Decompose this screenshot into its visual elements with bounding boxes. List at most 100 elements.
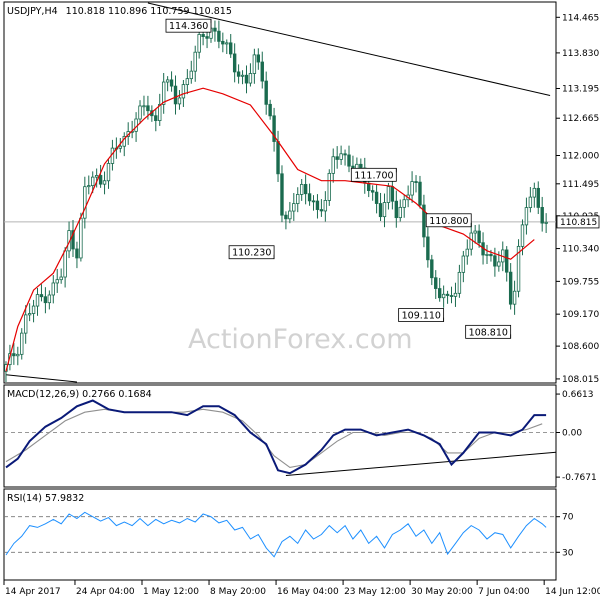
candle [374,184,379,214]
candle [161,72,166,114]
rsi-tick-label: 70 [562,513,574,523]
rsi-axis: 70 30 [4,513,574,558]
candle [524,197,529,235]
candle [252,48,257,84]
candle [394,190,399,228]
price-annotation: 108.810 [465,324,512,339]
candle [473,224,477,244]
candle [323,191,328,222]
candle [528,187,533,213]
price-annotation: 110.800 [425,213,472,228]
annotation-label: 110.230 [232,248,271,259]
candle [39,284,44,302]
candle [347,145,351,173]
rsi-panel [3,488,557,581]
candle [485,244,489,265]
candle [193,45,197,82]
candle [508,263,513,310]
candle [299,179,304,201]
candle [532,182,537,208]
candle [165,76,170,92]
candle [426,227,430,268]
candle [461,250,466,283]
annotation-label: 111.700 [354,170,393,181]
candle [505,246,509,282]
candle [23,305,28,344]
candle [457,264,462,298]
price-tick-label: 114.465 [562,13,599,23]
symbol-label: USDJPY,H4 [7,6,58,17]
candle [536,181,540,215]
candle [402,195,406,218]
macd-axis: 0.6613 0.00 -0.7671 [4,390,597,483]
price-annotation: 109.110 [398,308,445,322]
candle [414,175,418,193]
candle [465,239,469,265]
candle [378,192,383,222]
price-annotations: 114.360 110.230 111.700 110.800 109.110 108.8… [165,18,512,339]
candle [296,187,300,213]
annotation-label: 110.800 [429,216,468,227]
candle [142,95,146,116]
candle [370,185,375,201]
candle [20,328,24,360]
candle [256,48,261,70]
last-price-label: 110.815 [556,215,600,229]
candle [51,275,55,304]
candle [232,43,237,83]
candle [87,175,91,195]
candle [493,247,497,277]
price-panel [3,1,557,384]
candle [106,159,111,189]
candle [331,148,335,183]
candle [185,69,190,95]
candle [264,71,268,115]
price-tick-label: 111.495 [562,180,599,190]
time-tick-label: 16 May 04:00 [277,587,339,597]
chart-header: USDJPY,H4 110.818 110.896 110.759 110.81… [7,6,232,17]
macd-title: MACD(12,26,9) 0.2766 0.1684 [7,389,152,400]
time-tick-label: 14 Jun 12:00 [545,587,600,597]
price-annotation: 111.700 [350,167,397,182]
candle [229,34,233,58]
candle [268,99,272,120]
time-tick-label: 23 May 12:00 [344,587,406,597]
candle [43,287,48,314]
candle [280,165,284,223]
candle [516,239,521,298]
candle [27,303,32,322]
macd-line [5,399,547,475]
candle [260,51,264,89]
candle [386,182,391,210]
candle [288,201,292,224]
candle [343,149,347,166]
price-annotation: 110.230 [228,245,275,260]
candle [284,211,288,230]
time-tick-label: 30 May 20:00 [411,587,473,597]
candle [292,193,296,221]
candle [272,107,276,152]
candle [449,286,454,304]
price-trendlines [5,2,551,383]
candle [477,224,481,248]
price-annotation: 114.360 [165,18,212,33]
candle [430,254,434,286]
time-tick-label: 8 May 20:00 [210,587,266,597]
candle [177,90,182,110]
candle [213,20,217,42]
candle [217,20,221,49]
time-tick-label: 24 Apr 04:00 [76,587,135,597]
time-tick-label: 1 May 12:00 [143,587,199,597]
annotation-label: 114.360 [169,21,208,32]
candle [512,280,517,315]
price-tick-label: 113.830 [562,49,599,59]
price-tick-label: 108.015 [562,375,599,385]
macd-tick-label: -0.7671 [562,473,597,483]
candle [158,93,162,126]
candle [540,196,544,232]
candle [339,145,343,165]
rsi-title: RSI(14) 57.9832 [7,493,84,504]
candle [319,199,324,217]
candle [75,241,79,269]
